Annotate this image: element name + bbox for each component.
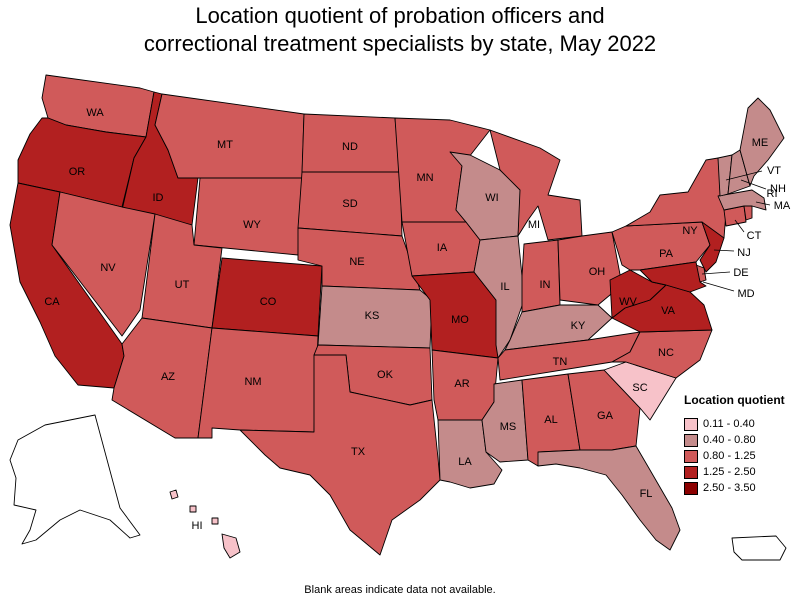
leader-line-vt xyxy=(725,170,763,181)
state-label-ar: AR xyxy=(454,378,469,390)
state-nc xyxy=(611,329,713,379)
state-label-ky: KY xyxy=(571,320,586,332)
state-label-nj: NJ xyxy=(737,247,750,259)
leader-line-nh xyxy=(740,179,767,190)
state-md xyxy=(639,261,707,293)
legend-item: 0.40 - 0.80 xyxy=(684,432,796,448)
state-label-sc: SC xyxy=(632,382,647,394)
state-label-fl: FL xyxy=(640,488,653,500)
state-label-wy: WY xyxy=(243,219,261,231)
state-label-il: IL xyxy=(500,281,509,293)
state-label-az: AZ xyxy=(161,371,175,383)
state-label-nv: NV xyxy=(100,262,116,274)
state-label-nd: ND xyxy=(342,141,358,153)
state-label-me: ME xyxy=(752,137,769,149)
state-label-mt: MT xyxy=(217,139,233,151)
legend-swatch xyxy=(684,481,698,495)
state-label-wa: WA xyxy=(86,107,104,119)
legend-swatch xyxy=(684,449,698,463)
state-label-ny: NY xyxy=(682,225,698,237)
leader-line-de xyxy=(701,271,731,275)
legend-item: 0.80 - 1.25 xyxy=(684,448,796,464)
state-label-hi: HI xyxy=(192,520,203,532)
state-label-oh: OH xyxy=(589,266,606,278)
leader-line-nj xyxy=(713,249,735,252)
legend-item: 0.11 - 0.40 xyxy=(684,416,796,432)
state-sc xyxy=(603,361,677,421)
state-label-vt: VT xyxy=(767,165,781,177)
state-il xyxy=(473,235,525,359)
state-label-ga: GA xyxy=(597,410,614,422)
state-label-mi: MI xyxy=(528,219,540,231)
state-in xyxy=(521,239,561,313)
state-label-ca: CA xyxy=(44,296,60,308)
state-label-or: OR xyxy=(69,166,86,178)
state-fl xyxy=(537,445,681,551)
state-label-ms: MS xyxy=(500,421,517,433)
legend-swatch xyxy=(684,417,698,431)
state-label-ks: KS xyxy=(365,310,380,322)
leader-line-ct xyxy=(734,219,745,233)
legend-item: 1.25 - 2.50 xyxy=(684,464,796,480)
legend-label: 0.80 - 1.25 xyxy=(703,450,756,462)
state-label-sd: SD xyxy=(342,198,357,210)
state-tx xyxy=(239,354,441,556)
leader-line-md xyxy=(702,281,735,292)
legend-swatch xyxy=(684,465,698,479)
state-label-ct: CT xyxy=(747,230,762,242)
state-ma xyxy=(717,189,767,211)
state-mi xyxy=(489,129,583,241)
state-label-ri: RI xyxy=(767,188,778,200)
map-title-line-2: correctional treatment specialists by st… xyxy=(143,31,657,56)
state-label-mn: MN xyxy=(416,172,433,184)
state-label-tx: TX xyxy=(351,446,366,458)
footnote: Blank areas indicate data not available. xyxy=(304,584,496,596)
state-label-pa: PA xyxy=(659,248,674,260)
legend-item: 2.50 - 3.50 xyxy=(684,480,796,496)
map-title-line-1: Location quotient of probation officers … xyxy=(195,3,605,28)
map-title: Location quotient of probation officers … xyxy=(0,2,800,58)
state-label-al: AL xyxy=(544,414,557,426)
legend-label: 1.25 - 2.50 xyxy=(703,466,756,478)
state-label-in: IN xyxy=(540,279,551,291)
state-label-de: DE xyxy=(733,267,748,279)
state-label-nm: NM xyxy=(244,376,261,388)
state-label-mo: MO xyxy=(451,314,469,326)
state-label-ut: UT xyxy=(175,279,190,291)
legend-label: 0.40 - 0.80 xyxy=(703,434,756,446)
state-label-md: MD xyxy=(737,288,754,300)
state-nj xyxy=(699,221,725,273)
state-me xyxy=(739,97,785,187)
state-ak xyxy=(9,414,141,545)
state-nv xyxy=(51,191,156,337)
state-label-ma: MA xyxy=(774,200,791,212)
map-legend: Location quotient 0.11 - 0.40 0.40 - 0.80… xyxy=(684,393,796,496)
state-hi xyxy=(169,489,241,559)
state-pr xyxy=(731,535,787,561)
state-label-wv: WV xyxy=(619,296,637,308)
state-label-wi: WI xyxy=(485,192,498,204)
state-mt xyxy=(154,93,305,179)
state-label-nh: NH xyxy=(770,183,786,195)
state-label-id: ID xyxy=(153,192,164,204)
state-label-ne: NE xyxy=(349,256,364,268)
state-label-ok: OK xyxy=(377,369,394,381)
state-label-tn: TN xyxy=(553,356,568,368)
state-label-ia: IA xyxy=(437,242,448,254)
legend-swatch xyxy=(684,433,698,447)
state-label-va: VA xyxy=(661,305,676,317)
legend-label: 0.11 - 0.40 xyxy=(703,418,755,430)
state-label-nc: NC xyxy=(658,347,674,359)
state-label-la: LA xyxy=(458,456,472,468)
leader-line-ma xyxy=(755,201,771,206)
state-wy xyxy=(193,177,303,256)
state-label-co: CO xyxy=(260,296,277,308)
legend-title: Location quotient xyxy=(684,393,785,407)
legend-label: 2.50 - 3.50 xyxy=(703,482,756,494)
